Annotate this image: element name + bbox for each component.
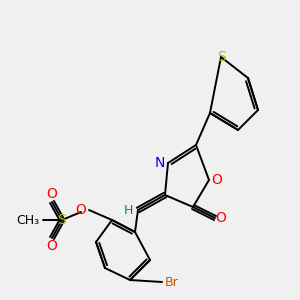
Text: O: O bbox=[212, 173, 222, 187]
Text: O: O bbox=[46, 187, 57, 201]
Text: H: H bbox=[123, 203, 133, 217]
Text: O: O bbox=[76, 203, 86, 217]
Text: CH₃: CH₃ bbox=[16, 214, 40, 226]
Text: S: S bbox=[217, 50, 225, 64]
Text: O: O bbox=[46, 239, 57, 253]
Text: Br: Br bbox=[165, 275, 179, 289]
Text: N: N bbox=[155, 156, 165, 170]
Text: O: O bbox=[216, 211, 226, 225]
Text: S: S bbox=[58, 213, 66, 227]
